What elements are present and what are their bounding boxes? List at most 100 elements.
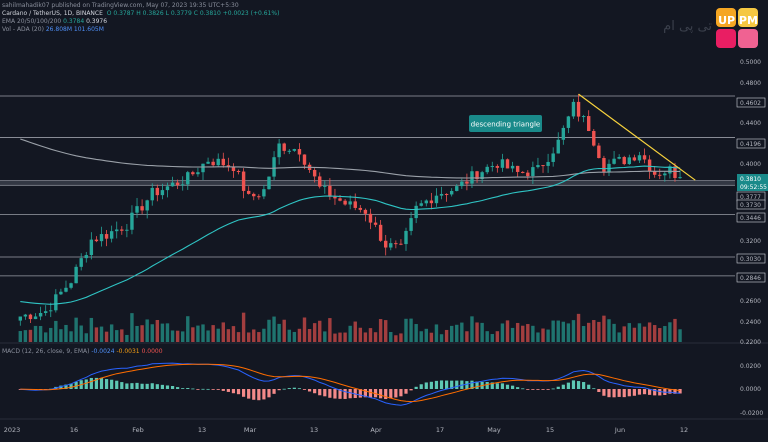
volume-bar [642, 326, 647, 342]
macd-bar [450, 380, 454, 389]
volume-bar [64, 324, 68, 342]
volume-bar [145, 319, 149, 342]
macd-value-1: -0.0024 [91, 348, 115, 355]
volume-bar [521, 325, 525, 342]
candle-body [597, 145, 601, 159]
volume-bar [211, 325, 215, 342]
macd-bar [155, 384, 159, 389]
macd-bar [181, 388, 185, 389]
price-axis-label: 0.4000 [740, 161, 761, 168]
macd-bar [287, 388, 291, 389]
symbol-line: Cardano / TetherUS, 1D, BINANCE O 0.3787… [2, 10, 279, 18]
volume-bar [43, 332, 48, 342]
signal-line [20, 363, 681, 403]
volume-bar [23, 330, 28, 342]
candle-body [328, 185, 332, 197]
macd-bar [333, 389, 337, 399]
macd-bar [414, 386, 418, 389]
volume-bar [515, 322, 520, 342]
volume-bar [140, 325, 144, 342]
macd-bar [363, 389, 367, 398]
macd-axis-label: 0.0000 [740, 386, 761, 393]
volume-bar [333, 333, 337, 342]
candle-body [262, 189, 266, 197]
ohlc-values: O 0.3787 H 0.3826 L 0.3779 C 0.3810 +0.0… [106, 10, 280, 17]
candle-body [541, 165, 545, 167]
candle-body [99, 234, 104, 242]
macd-bar [470, 380, 474, 389]
volume-bar [257, 332, 261, 342]
candle-body [368, 213, 373, 223]
macd-bar [302, 389, 307, 390]
level-price-tag [736, 199, 766, 210]
volume-bar [109, 324, 114, 342]
candle-body [79, 258, 83, 267]
price-axis-label: 0.2600 [740, 298, 761, 305]
volume-bar [455, 324, 459, 342]
macd-bar [536, 389, 540, 390]
macd-bar [252, 389, 256, 400]
macd-bar [307, 389, 312, 392]
volume-bar [561, 321, 566, 342]
candle-body [155, 187, 160, 196]
volume-bar [297, 328, 302, 342]
macd-bar [201, 388, 205, 390]
macd-bar [186, 388, 190, 389]
macd-bar [292, 387, 296, 389]
macd-bar [434, 380, 439, 389]
candle-body [231, 166, 236, 172]
candle-body [64, 287, 68, 292]
candle-body [59, 291, 63, 295]
time-axis-label: 15 [546, 426, 554, 434]
volume-bar [125, 334, 129, 342]
macd-bar [465, 381, 469, 389]
price-axis-label: 0.2846 [740, 275, 761, 282]
candle-body [424, 200, 428, 204]
volume-bar [409, 318, 413, 342]
volume-bar [49, 327, 53, 342]
candle-body [201, 163, 205, 173]
time-axis-label: 12 [680, 426, 688, 434]
volume-bar [363, 332, 368, 342]
candle-body [115, 229, 119, 232]
macd-bar [516, 387, 520, 389]
volume-bar [485, 331, 489, 342]
macd-bar [247, 389, 251, 399]
macd-bar [658, 389, 662, 396]
volume-bar [318, 320, 322, 342]
candle-body [353, 201, 357, 208]
candle-body [277, 143, 281, 158]
trendline [578, 93, 696, 181]
last-price-label: 0.3810 [740, 176, 761, 183]
candle-body [546, 161, 550, 166]
macd-bar [318, 389, 322, 396]
macd-bar [59, 385, 63, 389]
volume-bar [231, 326, 236, 342]
time-axis-label: 13 [198, 426, 206, 434]
macd-bar [99, 377, 104, 389]
volume-bar [429, 332, 434, 342]
candle-body [658, 174, 662, 176]
macd-bar [592, 388, 596, 390]
candle-body [587, 116, 591, 132]
macd-bar [84, 379, 88, 389]
volume-bar [556, 320, 560, 342]
macd-bar [328, 389, 332, 398]
macd-bar [597, 389, 601, 393]
candle-body [622, 157, 626, 165]
macd-bar [236, 389, 241, 395]
candle-body [145, 200, 149, 211]
volume-bar [160, 323, 165, 342]
candle-body [206, 161, 210, 164]
candle-body [576, 101, 581, 117]
volume-bar [373, 332, 378, 342]
candle-body [89, 239, 94, 256]
volume-bar [28, 329, 33, 342]
macd-bar [384, 389, 388, 400]
macd-bar [566, 382, 570, 389]
volume-bar [647, 322, 652, 342]
macd-bar [475, 381, 479, 389]
candle-body [526, 172, 530, 177]
